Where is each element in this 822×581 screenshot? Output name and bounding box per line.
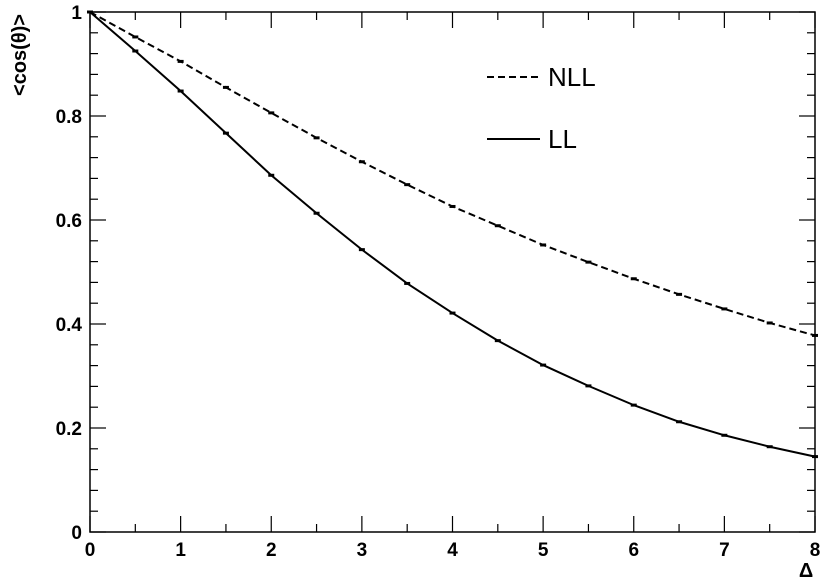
y-axis-label: <cos(θ)>	[9, 14, 31, 96]
x-tick-label: 0	[85, 540, 96, 561]
plot-frame	[89, 11, 816, 533]
x-tick-label: 5	[538, 540, 549, 561]
x-axis-label: Δ	[799, 560, 813, 581]
x-tick-label: 8	[810, 540, 821, 561]
y-tick-label: 0.8	[56, 107, 82, 128]
x-tick-label: 7	[719, 540, 730, 561]
legend-label-ll: LL	[548, 124, 577, 154]
x-tick-label: 1	[175, 540, 186, 561]
legend-label-nll: NLL	[548, 62, 596, 92]
x-tick-label: 3	[357, 540, 368, 561]
series-line-nll	[89, 11, 816, 337]
y-tick-label: 1	[71, 3, 82, 24]
x-tick-label: 2	[266, 540, 277, 561]
y-tick-label: 0	[71, 523, 82, 544]
y-tick-label: 0.4	[56, 315, 83, 336]
y-tick-label: 0.2	[56, 419, 82, 440]
x-tick-label: 6	[628, 540, 639, 561]
y-tick-label: 0.6	[56, 211, 82, 232]
series-line-ll	[89, 11, 816, 458]
x-tick-label: 4	[447, 540, 458, 561]
